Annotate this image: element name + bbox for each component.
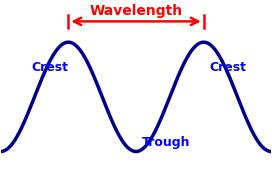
Text: Trough: Trough bbox=[141, 136, 190, 149]
Text: Crest: Crest bbox=[209, 61, 246, 74]
Text: Crest: Crest bbox=[31, 61, 68, 74]
Text: Wavelength: Wavelength bbox=[89, 4, 183, 18]
